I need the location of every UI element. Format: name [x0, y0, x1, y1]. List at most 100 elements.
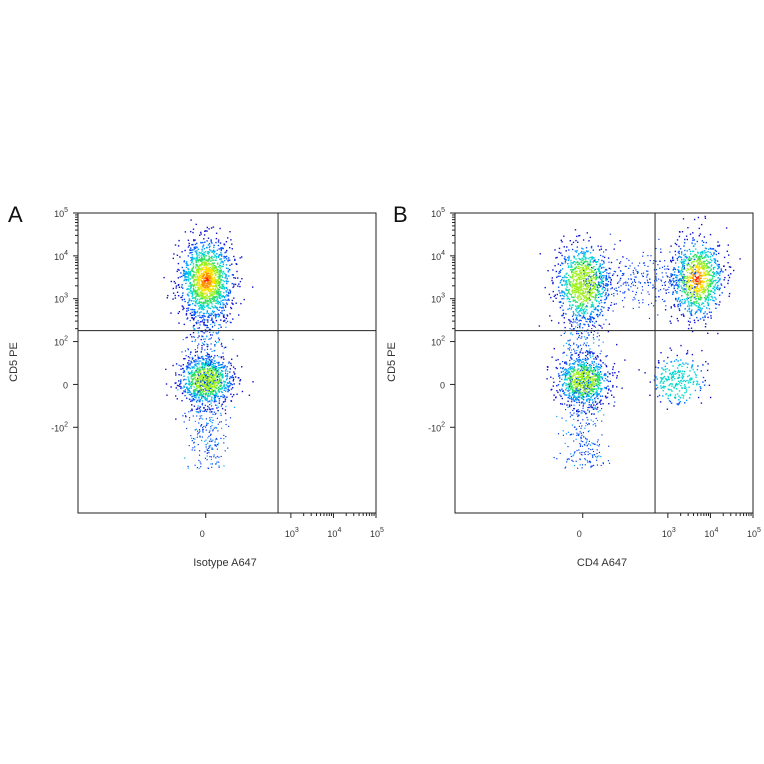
event-dot [196, 378, 198, 381]
event-dot [212, 288, 214, 290]
event-dot [233, 277, 235, 279]
event-dot [698, 258, 700, 260]
event-dot [678, 255, 680, 258]
event-dot [239, 380, 241, 382]
event-dot [214, 266, 216, 268]
event-dot [718, 304, 720, 306]
event-dot [581, 250, 583, 253]
event-dot [588, 364, 590, 366]
event-dot [582, 259, 584, 261]
event-dot [201, 315, 203, 317]
event-dot [232, 338, 234, 340]
event-dot [189, 382, 191, 384]
event-dot [198, 387, 200, 389]
event-dot [680, 273, 682, 275]
event-dot [211, 408, 213, 410]
event-dot [198, 289, 201, 291]
event-dot [691, 268, 693, 270]
event-dot [201, 272, 204, 275]
event-dot [196, 388, 198, 390]
event-dot [709, 255, 712, 258]
event-dot [596, 309, 598, 311]
event-dot [202, 294, 204, 296]
event-dot [690, 280, 692, 283]
event-dot [211, 257, 213, 260]
event-dot [184, 383, 187, 385]
event-dot [704, 289, 707, 291]
event-dot [213, 291, 216, 294]
event-dot [605, 249, 607, 251]
event-dot [574, 284, 576, 286]
event-dot [564, 260, 567, 262]
event-dot [703, 257, 705, 259]
event-dot [203, 263, 206, 265]
event-dot [225, 379, 228, 381]
event-dot [207, 278, 210, 280]
event-dot [220, 379, 222, 381]
event-dot [207, 353, 209, 356]
event-dot [203, 382, 206, 384]
event-dot [196, 253, 198, 256]
event-dot [208, 440, 211, 442]
event-dot [216, 438, 218, 440]
event-dot [595, 278, 597, 281]
event-dot [198, 399, 200, 401]
event-dot [691, 309, 693, 311]
event-dot [196, 271, 198, 274]
event-dot [214, 378, 217, 380]
event-dot [232, 387, 234, 389]
event-dot [236, 393, 238, 395]
event-dot [593, 287, 595, 289]
event-dot [675, 291, 677, 293]
event-dot [585, 247, 588, 249]
event-dot [703, 273, 705, 276]
event-dot [695, 311, 697, 313]
event-dot [181, 266, 183, 269]
event-dot [218, 306, 221, 309]
event-dot [578, 392, 581, 394]
event-dot [587, 263, 589, 265]
event-dot [227, 257, 230, 259]
event-dot [571, 304, 574, 306]
event-dot [191, 356, 193, 358]
event-dot [210, 289, 213, 291]
event-dot [200, 384, 202, 387]
event-dot [567, 257, 569, 259]
event-dot [213, 297, 215, 299]
event-dot [194, 278, 197, 281]
event-dot [209, 367, 211, 370]
event-dot [208, 362, 210, 364]
event-dot [206, 294, 208, 296]
event-dot [591, 399, 594, 401]
event-dot [190, 400, 192, 402]
event-dot [214, 390, 217, 392]
event-dot [693, 302, 695, 304]
event-dot [227, 280, 229, 283]
event-dot [215, 437, 217, 440]
event-dot [185, 266, 188, 269]
event-dot [214, 385, 216, 387]
event-dot [718, 287, 720, 290]
event-dot [174, 244, 177, 246]
event-dot [579, 278, 581, 281]
event-dot [197, 379, 199, 381]
event-dot [706, 307, 708, 309]
event-dot [702, 286, 704, 289]
event-dot [715, 298, 717, 300]
event-dot [714, 258, 716, 260]
event-dot [166, 297, 168, 299]
event-dot [212, 281, 215, 283]
event-dot [569, 276, 571, 278]
event-dot [202, 304, 204, 306]
event-dot [214, 250, 216, 253]
event-dot [191, 375, 193, 377]
event-dot [207, 369, 209, 372]
event-dot [207, 381, 209, 383]
event-dot [691, 295, 694, 298]
event-dot [197, 377, 199, 379]
event-dot [209, 404, 211, 406]
event-dot [200, 425, 202, 427]
event-dot [201, 342, 204, 344]
event-dot [183, 370, 185, 372]
event-dot [196, 255, 199, 257]
